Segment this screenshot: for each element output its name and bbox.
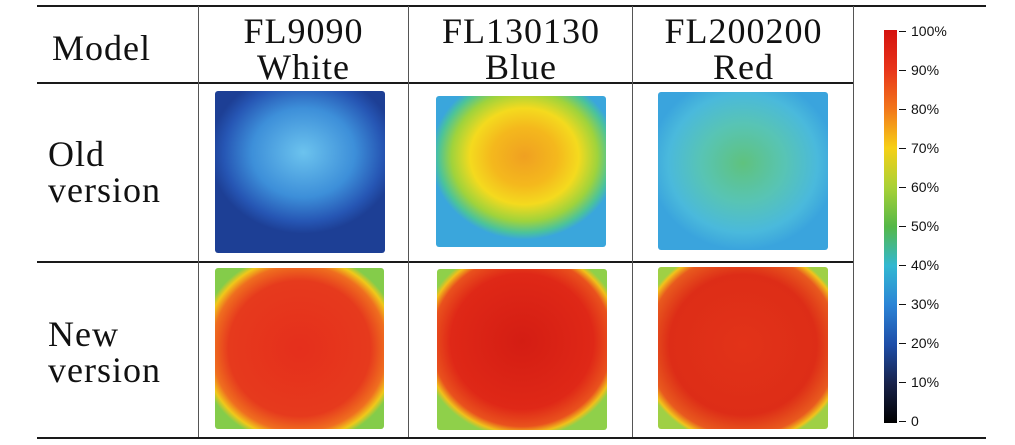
heatmap-new-fl200200 [658,267,828,429]
colorbar-tick-label: 30% [911,296,940,312]
column-header-fl200200: FL200200 Red [634,13,853,85]
column-color-name: White [257,47,350,87]
column-divider-3 [632,6,633,437]
colorbar-tick [899,421,906,422]
colorbar-tick [899,382,906,383]
colorbar-tick [899,343,906,344]
colorbar-tick-label: 20% [911,335,940,351]
colorbar-tick-label: 60% [911,179,940,195]
row-label-line1: Old [48,134,105,174]
row-label-old-version: Old version [48,136,161,208]
column-color-name: Red [713,47,774,87]
heatmap-old-fl200200 [658,92,828,250]
colorbar-tick-label: 80% [911,101,940,117]
table-top-border [37,5,986,7]
colorbar-tick [899,70,906,71]
colorbar-gradient [884,30,897,423]
heatmap-old-fl9090 [215,91,385,253]
heatmap-old-fl130130 [436,96,606,247]
colorbar-tick-label: 100% [911,23,947,39]
colorbar-tick [899,187,906,188]
colorbar-tick [899,148,906,149]
colorbar-tick-label: 0 [911,413,919,429]
row-label-line2: version [48,170,161,210]
colorbar-tick-label: 10% [911,374,940,390]
row-label-line2: version [48,350,161,390]
column-divider-2 [408,6,409,437]
column-model-name: FL200200 [664,11,823,51]
heatmap-new-fl9090 [215,268,384,429]
model-header-label: Model [52,28,151,68]
colorbar-tick-label: 40% [911,257,940,273]
row-label-line1: New [48,314,119,354]
colorbar-tick [899,31,906,32]
column-header-fl9090: FL9090 White [200,13,407,85]
heatmap-new-fl130130 [437,269,607,430]
column-color-name: Blue [485,47,557,87]
row-separator [37,261,853,263]
colorbar-tick [899,265,906,266]
colorbar-tick [899,109,906,110]
column-divider-1 [198,6,199,437]
colorbar-tick-label: 50% [911,218,940,234]
column-header-fl130130: FL130130 Blue [410,13,632,85]
header-separator [37,82,853,84]
colorbar-tick-label: 70% [911,140,940,156]
column-model-name: FL130130 [441,11,600,51]
column-divider-4 [853,6,854,437]
colorbar-tick [899,304,906,305]
table-bottom-border [37,437,986,439]
colorbar-tick-label: 90% [911,62,940,78]
row-label-new-version: New version [48,316,161,388]
column-model-name: FL9090 [243,11,364,51]
colorbar-tick [899,226,906,227]
